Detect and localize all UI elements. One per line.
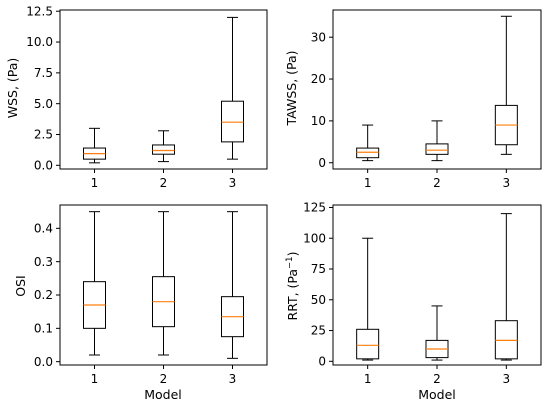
panel-rrt: RRT, (Pa−1) Model 0 25 50 75 100 125 1 2 3 [285,201,542,402]
y-tick-label: 100 [303,231,326,245]
axes-frame [59,204,268,366]
plot-area-rrt: 0 25 50 75 100 125 1 2 3 [303,201,542,386]
y-tick-label: 7.5 [34,66,53,80]
y-axis-label-wss: WSS, (Pa) [5,58,20,119]
box-iqr [221,100,244,143]
x-tick-label: 1 [91,372,99,386]
x-tick-label: 2 [160,176,168,190]
panel-wss: WSS, (Pa) 0.0 2.5 5.0 7.5 10.0 12.5 1 2 3 [5,4,268,190]
panel-osi: OSI Model 0.0 0.1 0.2 0.3 0.4 1 2 3 [13,204,268,402]
axes-frame [332,204,542,366]
y-tick-label: 0.3 [34,255,53,269]
axes-frame [332,9,542,170]
y-tick-label: 0.0 [34,355,53,369]
y-axis-label-rrt: RRT, (Pa−1) [285,252,300,321]
box-iqr [356,328,380,360]
y-tick-label: 30 [311,30,326,44]
plot-area-osi: 0.0 0.1 0.2 0.3 0.4 1 2 3 [34,204,268,386]
y-axis-label-rrt-sup: −1 [285,256,295,269]
y-tick-label: 0.1 [34,322,53,336]
y-tick-label: 50 [311,293,326,307]
plot-area-wss: 0.0 2.5 5.0 7.5 10.0 12.5 1 2 3 [26,4,268,190]
y-tick-label: 0.2 [34,288,53,302]
x-tick-label: 3 [229,176,237,190]
x-tick-label: 3 [503,176,511,190]
y-tick-label: 0.0 [34,159,53,173]
box-iqr [356,147,380,159]
plot-area-tawss: 0 10 20 30 1 2 3 [311,9,542,190]
y-tick-label: 25 [311,324,326,338]
x-tick-label: 2 [433,176,441,190]
y-tick-label: 10.0 [26,35,53,49]
box-iqr [494,320,518,360]
axes-frame [59,9,268,170]
y-tick-label: 2.5 [34,128,53,142]
y-tick-label: 0.4 [34,222,53,236]
x-axis-label-osi: Model [144,387,182,402]
y-tick-label: 10 [311,114,326,128]
y-axis-label-tawss: TAWSS, (Pa) [284,50,299,126]
y-tick-label: 0 [318,355,326,369]
box-iqr [152,144,175,155]
y-tick-label: 20 [311,72,326,86]
x-tick-label: 3 [503,372,511,386]
x-tick-label: 1 [91,176,99,190]
x-tick-label: 2 [160,372,168,386]
x-tick-label: 2 [433,372,441,386]
y-axis-label-rrt-main: RRT, (Pa [285,269,300,321]
x-axis-label-rrt: Model [418,387,456,402]
panel-tawss: TAWSS, (Pa) 0 10 20 30 1 2 3 [284,9,542,190]
x-tick-label: 1 [364,176,372,190]
y-tick-label: 0 [318,156,326,170]
y-tick-label: 5.0 [34,97,53,111]
x-tick-label: 1 [364,372,372,386]
y-axis-label-osi: OSI [13,275,28,296]
y-tick-label: 125 [303,201,326,215]
box-iqr [425,143,449,155]
y-axis-label-rrt-suffix: ) [285,252,300,257]
x-tick-label: 3 [229,372,237,386]
y-tick-label: 75 [311,262,326,276]
y-tick-label: 12.5 [26,4,53,18]
